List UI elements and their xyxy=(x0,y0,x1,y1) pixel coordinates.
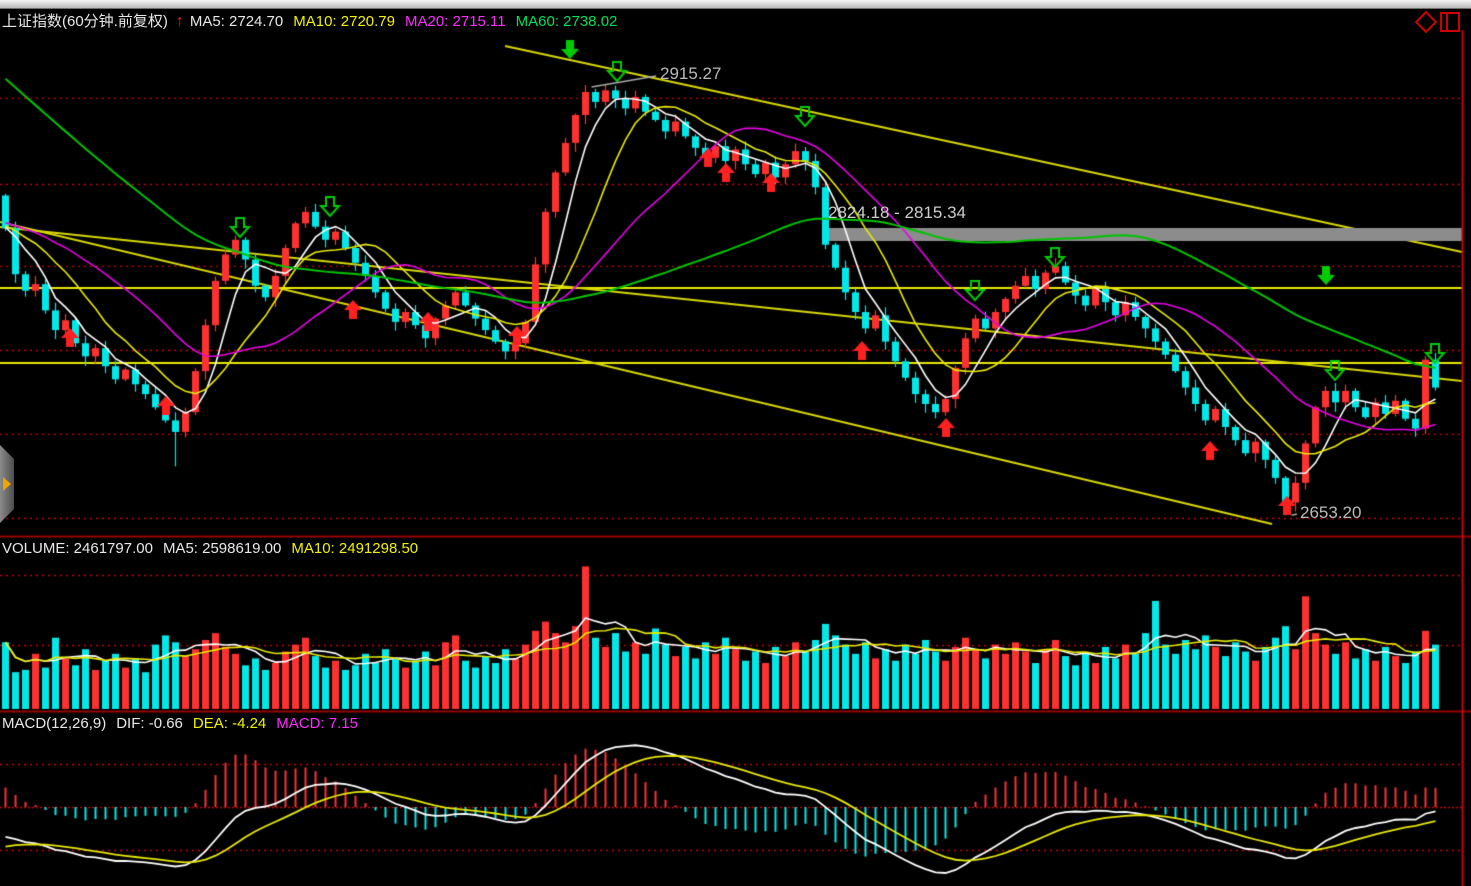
stock-chart-window: 上证指数(60分钟.前复权) ↑ MA5: 2724.70 MA10: 2720.79… xyxy=(0,0,1471,886)
volume-pane[interactable] xyxy=(0,540,1462,710)
dea-value: DEA: -4.24 xyxy=(193,715,266,732)
expand-arrow-icon xyxy=(3,477,11,491)
resistance-band-label: 2824.18 - 2815.34 xyxy=(828,203,966,223)
trend-up-arrow-icon: ↑ xyxy=(176,13,184,30)
volume-ma5-value: MA5: 2598619.00 xyxy=(163,540,281,557)
diamond-tool-icon[interactable] xyxy=(1415,11,1438,34)
split-window-icon[interactable] xyxy=(1440,12,1460,32)
peak-price-label: 2915.27 xyxy=(660,64,721,84)
volume-ma10-value: MA10: 2491298.50 xyxy=(291,540,418,557)
macd-pane[interactable] xyxy=(0,713,1462,886)
macd-header: MACD(12,26,9) DIF: -0.66 DEA: -4.24 MACD: 7… xyxy=(2,715,358,732)
main-chart-header: 上证指数(60分钟.前复权) ↑ MA5: 2724.70 MA10: 2720.79… xyxy=(2,10,617,31)
macd-title: MACD(12,26,9) xyxy=(2,715,106,732)
volume-header: VOLUME: 2461797.00 MA5: 2598619.00 MA10: 2… xyxy=(2,540,418,557)
toolbar-icons xyxy=(1418,12,1460,32)
macd-value: MACD: 7.15 xyxy=(276,715,358,732)
volume-value: VOLUME: 2461797.00 xyxy=(2,540,153,557)
main-price-pane[interactable] xyxy=(0,30,1462,535)
window-titlebar-strip xyxy=(0,0,1471,9)
trough-price-label: 2653.20 xyxy=(1300,503,1361,523)
ma20-value: MA20: 2715.11 xyxy=(405,13,506,30)
ma5-value: MA5: 2724.70 xyxy=(190,13,283,30)
dif-value: DIF: -0.66 xyxy=(116,715,183,732)
symbol-title: 上证指数(60分钟.前复权) xyxy=(2,13,168,30)
ma10-value: MA10: 2720.79 xyxy=(293,13,395,30)
ma60-value: MA60: 2738.02 xyxy=(516,13,618,30)
